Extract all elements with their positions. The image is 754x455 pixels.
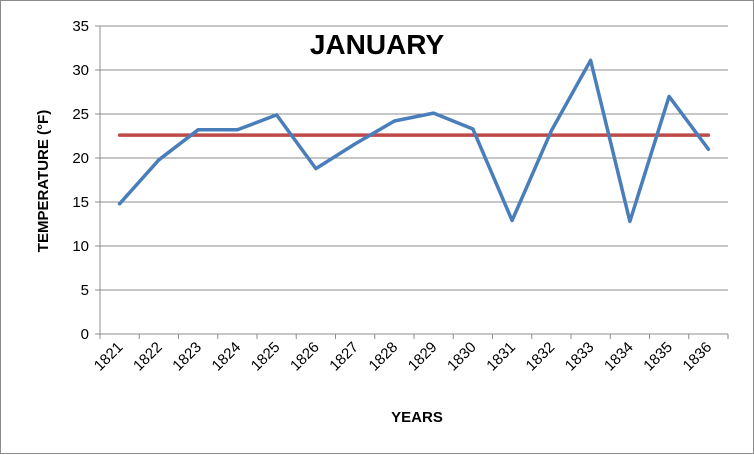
y-tick-label: 30 bbox=[72, 62, 89, 79]
y-tick-labels: 0 5 10 15 20 25 30 35 bbox=[72, 18, 89, 343]
x-tick-label: 1825 bbox=[248, 339, 284, 375]
x-axis-title: YEARS bbox=[391, 409, 443, 426]
y-tick-label: 25 bbox=[72, 106, 89, 123]
y-tick-label: 20 bbox=[72, 150, 89, 167]
x-tick-label: 1827 bbox=[326, 339, 362, 375]
axes bbox=[95, 25, 729, 339]
series bbox=[117, 58, 711, 224]
y-tick-label: 0 bbox=[81, 326, 89, 343]
x-tick-label: 1823 bbox=[169, 339, 205, 375]
x-tick-label: 1830 bbox=[444, 339, 480, 375]
x-tick-label: 1822 bbox=[130, 339, 166, 375]
x-tick-label: 1821 bbox=[91, 339, 127, 375]
x-tick-label: 1835 bbox=[640, 339, 676, 375]
chart-title: JANUARY bbox=[310, 29, 445, 60]
x-tick-label: 1824 bbox=[209, 339, 245, 375]
y-tick-label: 10 bbox=[72, 238, 89, 255]
gridlines bbox=[100, 25, 728, 291]
x-tick-label: 1829 bbox=[405, 339, 441, 375]
y-tick-label: 15 bbox=[72, 194, 89, 211]
x-tick-label: 1826 bbox=[287, 339, 323, 375]
x-tick-label: 1832 bbox=[523, 339, 559, 375]
x-tick-label: 1833 bbox=[562, 339, 598, 375]
x-tick-label: 1828 bbox=[366, 339, 402, 375]
y-tick-label: 5 bbox=[81, 282, 89, 299]
x-tick-label: 1831 bbox=[483, 339, 519, 375]
y-tick-label: 35 bbox=[72, 18, 89, 35]
x-tick-labels: 1821 1822 1823 1824 1825 1826 1827 1828 1829 1830… bbox=[91, 339, 715, 375]
x-tick-label: 1836 bbox=[680, 339, 716, 375]
x-tick-label: 1834 bbox=[601, 339, 637, 375]
y-axis-title: TEMPERATURE (°F) bbox=[35, 110, 52, 252]
temperature-line bbox=[117, 58, 711, 224]
